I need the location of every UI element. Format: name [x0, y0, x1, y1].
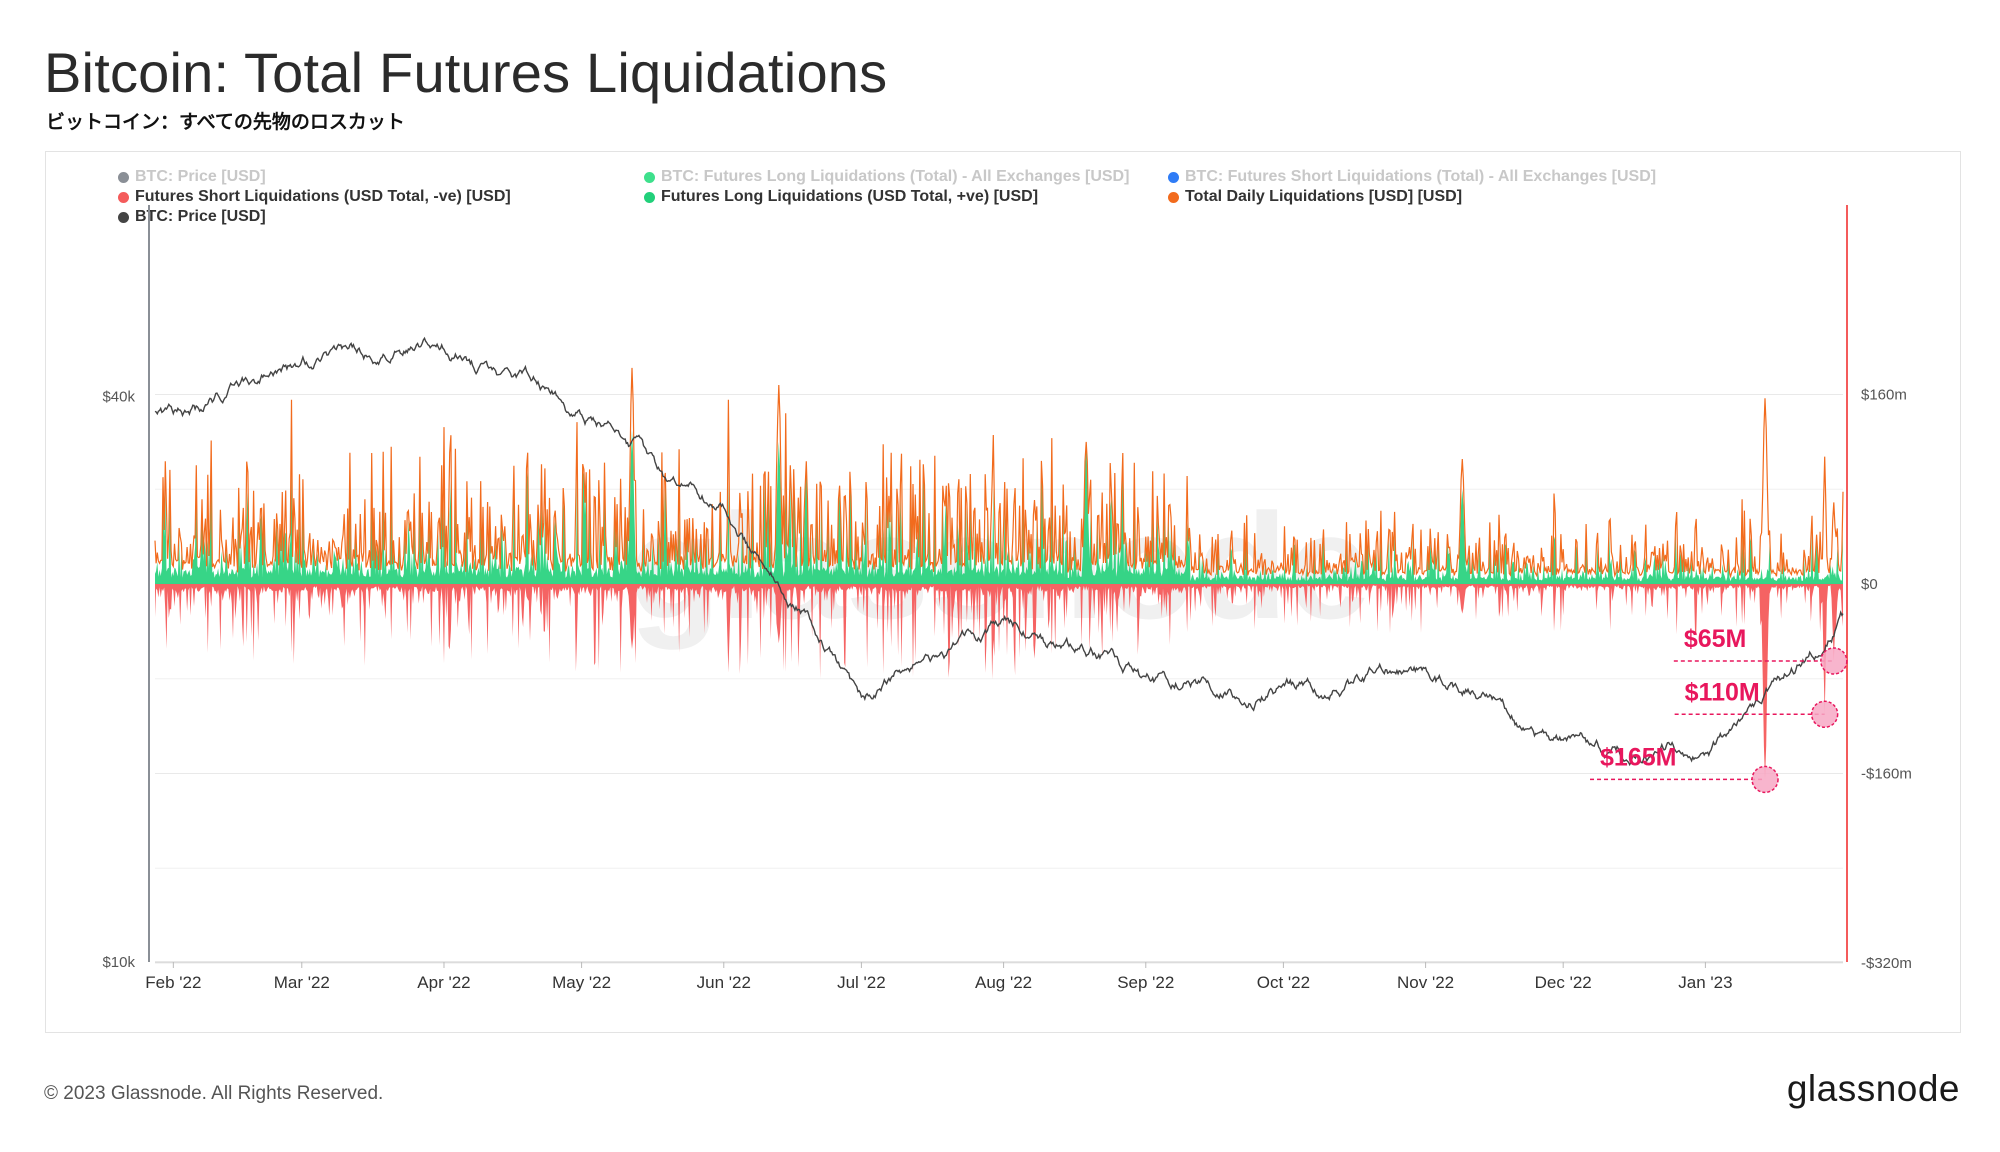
annotation-label: $65M	[1684, 625, 1747, 653]
legend-label: BTC: Futures Long Liquidations (Total) -…	[661, 168, 1130, 185]
legend-item-short-liquidations[interactable]: Futures Short Liquidations (USD Total, -…	[118, 188, 511, 206]
axes: Feb '22 Mar '22 Apr '22 May '22 Jun '22 Jul '…	[102, 205, 1912, 992]
legend-label: Futures Long Liquidations (USD Total, +v…	[661, 188, 1039, 205]
page-subtitle: ビットコイン：すべての先物のロスカット	[46, 111, 405, 133]
legend-dot-icon	[644, 171, 655, 183]
annotation-label: $165M	[1600, 743, 1676, 771]
legend-item-long-liquidations[interactable]: Futures Long Liquidations (USD Total, +v…	[644, 188, 1038, 206]
legend-dot-icon	[118, 211, 129, 223]
annotation-marker	[1751, 765, 1779, 794]
annotation-marker	[1810, 700, 1839, 729]
x-tick-label: Apr '22	[417, 973, 470, 992]
btc-price-series	[154, 336, 1844, 767]
btc-price-line	[154, 336, 1844, 767]
annotation-label: $110M	[1685, 678, 1760, 706]
copyright: © 2023 Glassnode. All Rights Reserved.	[44, 1083, 384, 1104]
chart-frame: BTC: Price [USD] BTC: Futures Long Liqui…	[45, 151, 1961, 1033]
glassnode-logo: glassnode	[1786, 1068, 1960, 1109]
y-right-tick-label: -$320m	[1861, 955, 1912, 972]
x-tick-label: Jun '22	[697, 973, 751, 992]
legend-dot-icon	[118, 171, 129, 183]
y-left-tick-label: $10k	[102, 954, 135, 971]
annotations: $65M $110M $165M	[1590, 625, 1848, 794]
y-left-tick-label: $40k	[102, 389, 135, 406]
legend-label: BTC: Futures Short Liquidations (Total) …	[1185, 168, 1657, 185]
legend-item-long-total-faded[interactable]: BTC: Futures Long Liquidations (Total) -…	[644, 168, 1129, 186]
page-title: Bitcoin: Total Futures Liquidations	[44, 41, 888, 104]
x-tick-label: Dec '22	[1535, 973, 1592, 992]
x-tick-label: Mar '22	[274, 973, 330, 992]
y-right-tick-label: -$160m	[1861, 766, 1912, 783]
x-tick-label: Jan '23	[1678, 973, 1732, 992]
total-liquidations-series	[154, 367, 1844, 579]
legend-dot-icon	[644, 191, 655, 203]
x-tick-label: Aug '22	[975, 973, 1032, 992]
legend-item-price-faded[interactable]: BTC: Price [USD]	[118, 168, 266, 186]
x-tick-label: May '22	[552, 973, 611, 992]
legend-label: BTC: Price [USD]	[135, 208, 266, 225]
x-tick-label: Sep '22	[1117, 973, 1174, 992]
total-liquidations-line	[154, 367, 1844, 579]
annotation-marker	[1820, 647, 1848, 675]
legend-label: Futures Short Liquidations (USD Total, -…	[135, 188, 511, 205]
legend-item-price[interactable]: BTC: Price [USD]	[118, 208, 266, 226]
long-liquidations-series	[155, 430, 1843, 584]
x-tick-label: Oct '22	[1257, 973, 1310, 992]
legend: BTC: Price [USD] BTC: Futures Long Liqui…	[46, 152, 1962, 232]
y-right-tick-label: $160m	[1861, 387, 1907, 404]
x-tick-label: Feb '22	[145, 973, 201, 992]
short-liquidations-area	[155, 584, 1843, 780]
y-right-tick-label: $0	[1861, 576, 1878, 593]
short-liquidations-series	[155, 584, 1843, 780]
legend-label: BTC: Price [USD]	[135, 168, 266, 185]
legend-dot-icon	[118, 191, 129, 203]
legend-item-short-total-faded[interactable]: BTC: Futures Short Liquidations (Total) …	[1168, 168, 1656, 186]
gridlines	[155, 394, 1843, 964]
long-liquidations-area	[155, 430, 1843, 584]
legend-label: Total Daily Liquidations [USD] [USD]	[1185, 188, 1463, 205]
legend-item-total-liquidations[interactable]: Total Daily Liquidations [USD] [USD]	[1168, 188, 1462, 206]
legend-dot-icon	[1168, 171, 1179, 183]
x-tick-label: Jul '22	[837, 973, 886, 992]
x-tick-label: Nov '22	[1397, 973, 1454, 992]
legend-dot-icon	[1168, 191, 1179, 203]
